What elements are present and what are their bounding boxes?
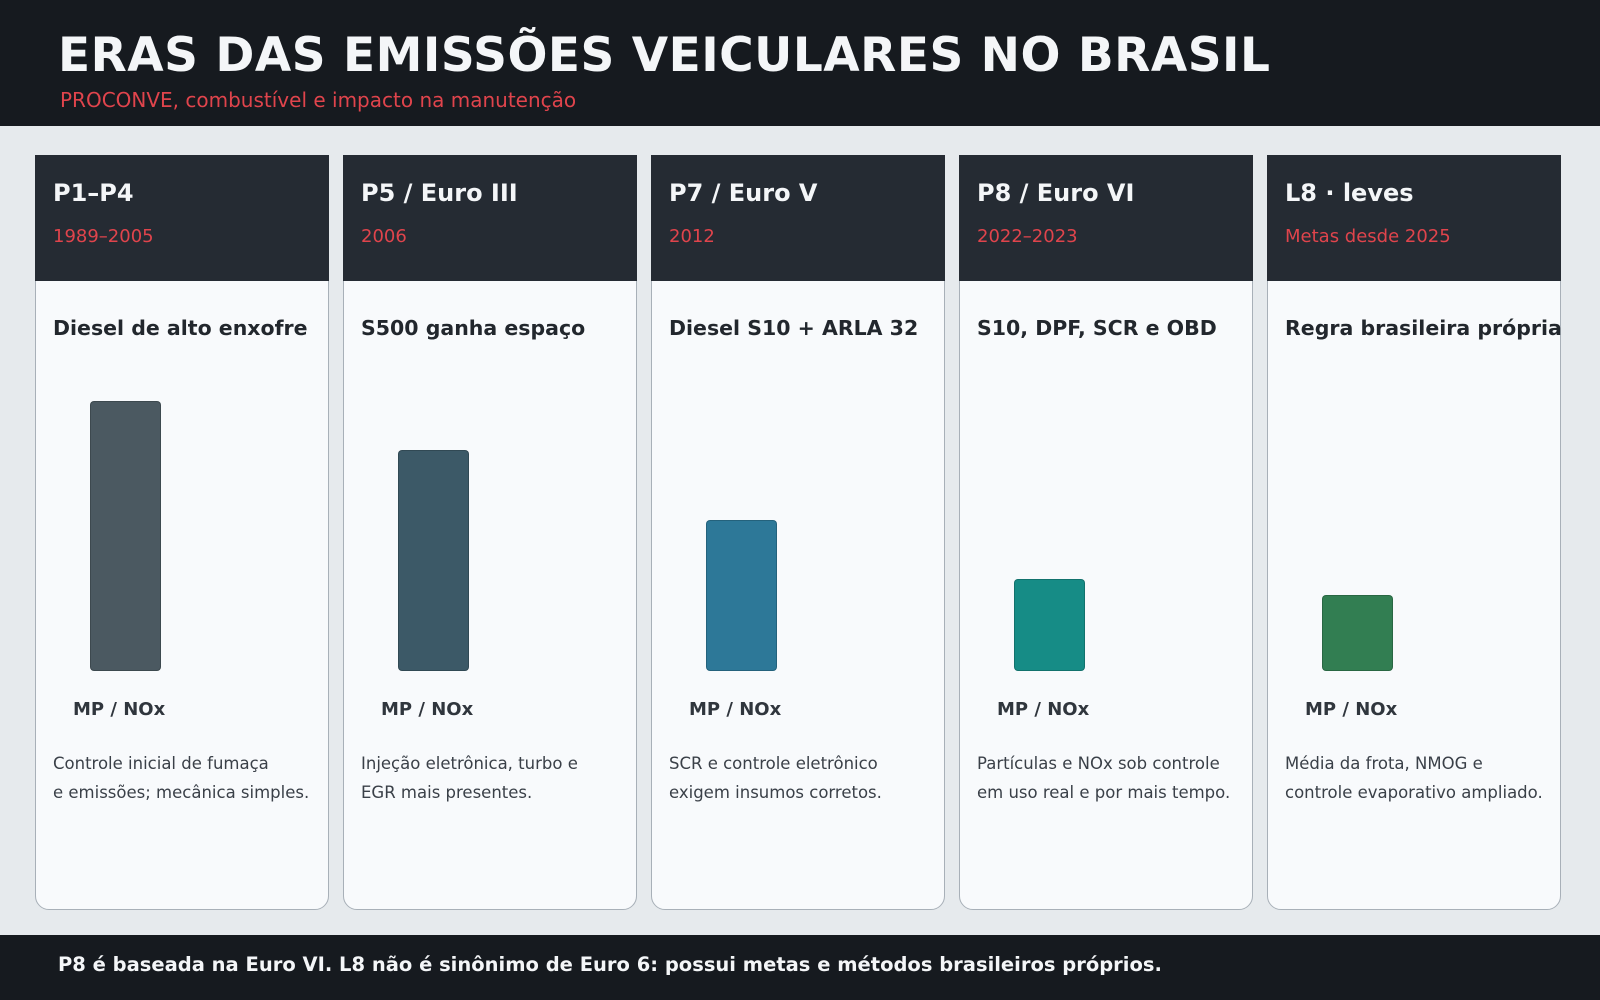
- era-heading: Diesel S10 + ARLA 32: [669, 316, 919, 340]
- bar-label: MP / NOx: [997, 699, 1090, 720]
- description-line: em uso real e por mais tempo.: [977, 783, 1231, 802]
- page-subtitle: PROCONVE, combustível e impacto na manut…: [60, 88, 577, 112]
- era-description: Controle inicial de fumaça e emissões; me…: [53, 749, 325, 807]
- bar-label: MP / NOx: [73, 699, 166, 720]
- era-card-p8-euro-vi: P8 / Euro VI 2022–2023 S10, DPF, SCR e OBD…: [959, 155, 1253, 910]
- description-line: e emissões; mecânica simples.: [53, 783, 310, 802]
- bar-area: [36, 356, 328, 882]
- era-card-header: P5 / Euro III 2006: [343, 155, 637, 281]
- emission-bar-p5-euro-iii: [398, 450, 469, 671]
- bar-area: [344, 356, 636, 882]
- era-heading: S500 ganha espaço: [361, 316, 586, 340]
- description-line: SCR e controle eletrônico: [669, 754, 878, 773]
- era-date: Metas desde 2025: [1285, 226, 1451, 247]
- era-name: P1–P4: [53, 179, 134, 207]
- era-date: 1989–2005: [53, 226, 154, 247]
- page-title: ERAS DAS EMISSÕES VEICULARES NO BRASIL: [58, 28, 1271, 83]
- era-card-p5-euro-iii: P5 / Euro III 2006 S500 ganha espaço MP / N…: [343, 155, 637, 910]
- footer-note: P8 é baseada na Euro VI. L8 não é sinôni…: [58, 953, 1162, 976]
- description-line: Partículas e NOx sob controle: [977, 754, 1220, 773]
- era-name: P8 / Euro VI: [977, 179, 1135, 207]
- bar-label: MP / NOx: [1305, 699, 1398, 720]
- description-line: controle evaporativo ampliado.: [1285, 783, 1543, 802]
- emission-bar-p7-euro-v: [706, 520, 777, 671]
- era-description: SCR e controle eletrônico exigem insumos …: [669, 749, 941, 807]
- description-line: Controle inicial de fumaça: [53, 754, 269, 773]
- era-description: Partículas e NOx sob controle em uso real…: [977, 749, 1249, 807]
- era-name: P5 / Euro III: [361, 179, 518, 207]
- description-line: Injeção eletrônica, turbo e: [361, 754, 578, 773]
- era-card-header: P8 / Euro VI 2022–2023: [959, 155, 1253, 281]
- era-card-l8-leves: L8 · leves Metas desde 2025 Regra brasilei…: [1267, 155, 1562, 910]
- description-line: Média da frota, NMOG e: [1285, 754, 1483, 773]
- era-card-header: L8 · leves Metas desde 2025: [1267, 155, 1561, 281]
- description-line: exigem insumos corretos.: [669, 783, 882, 802]
- era-card-p1-p4: P1–P4 1989–2005 Diesel de alto enxofre MP /…: [35, 155, 329, 910]
- era-name: L8 · leves: [1285, 179, 1414, 207]
- era-card-p7-euro-v: P7 / Euro V 2012 Diesel S10 + ARLA 32 MP / …: [651, 155, 945, 910]
- description-line: EGR mais presentes.: [361, 783, 533, 802]
- era-heading: S10, DPF, SCR e OBD: [977, 316, 1217, 340]
- bar-area: [1268, 356, 1560, 882]
- header-banner: ERAS DAS EMISSÕES VEICULARES NO BRASIL P…: [0, 0, 1600, 126]
- era-card-header: P1–P4 1989–2005: [35, 155, 329, 281]
- emission-bar-p8-euro-vi: [1014, 579, 1085, 671]
- emission-bar-l8-leves: [1322, 595, 1393, 671]
- era-description: Injeção eletrônica, turbo e EGR mais pres…: [361, 749, 633, 807]
- era-date: 2006: [361, 226, 407, 247]
- bar-area: [960, 356, 1252, 882]
- era-heading: Diesel de alto enxofre: [53, 316, 308, 340]
- footer-banner: P8 é baseada na Euro VI. L8 não é sinôni…: [0, 935, 1600, 1000]
- era-name: P7 / Euro V: [669, 179, 818, 207]
- era-card-header: P7 / Euro V 2012: [651, 155, 945, 281]
- era-heading: Regra brasileira própria: [1285, 316, 1562, 340]
- emission-bar-p1-p4: [90, 401, 161, 671]
- era-date: 2022–2023: [977, 226, 1078, 247]
- bar-label: MP / NOx: [381, 699, 474, 720]
- era-description: Média da frota, NMOG e controle evaporati…: [1285, 749, 1557, 807]
- bar-label: MP / NOx: [689, 699, 782, 720]
- era-date: 2012: [669, 226, 715, 247]
- bar-area: [652, 356, 944, 882]
